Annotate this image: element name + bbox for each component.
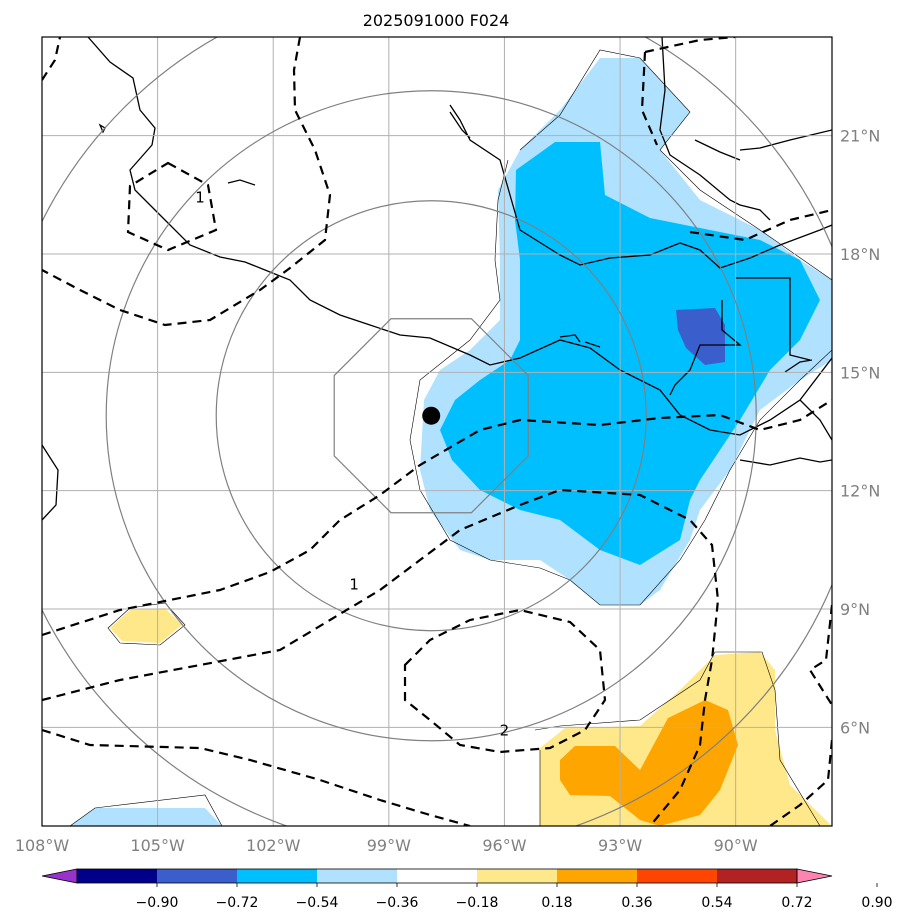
map-frame	[41, 36, 833, 827]
range-ring-0	[333, 318, 529, 514]
range-rings	[42, 37, 832, 826]
colorbar-swatch-2	[237, 869, 317, 883]
latitude-labels: 6°N 9°N 12°N 15°N 18°N 21°N	[840, 127, 880, 738]
lon-tick-label-1: 105°W	[130, 836, 185, 855]
contour-labels: 1 1 2	[195, 189, 509, 740]
figure-title: 2025091000 F024	[363, 11, 510, 30]
lon-tick-label-3: 99°W	[367, 836, 411, 855]
colorbar-swatch-3	[317, 869, 397, 883]
colorbar-swatch-1	[157, 869, 237, 883]
fill-sky-blue	[440, 142, 820, 565]
colorbar-tick-label-3: −0.36	[376, 895, 419, 911]
colorbar-tick-label-4: −0.18	[456, 895, 499, 911]
colorbar-tick-label-5: 0.18	[541, 895, 572, 911]
colorbar-tick-label-8: 0.72	[781, 895, 812, 911]
colorbar-tick-label-1: −0.72	[216, 895, 259, 911]
fill-orange	[560, 700, 738, 826]
colorbar-swatch-6	[557, 869, 637, 883]
colorbar: −0.90 −0.72 −0.54 −0.36 −0.18 0.18 0.36 0.54 0.7…	[41, 868, 893, 911]
contour-label-2: 2	[500, 721, 510, 739]
lon-tick-label-0: 108°W	[15, 836, 70, 855]
fill-royal-blue	[676, 308, 725, 365]
lon-tick-label-2: 102°W	[246, 836, 301, 855]
lat-tick-label-5: 21°N	[840, 127, 880, 146]
colorbar-swatch-8	[717, 869, 797, 883]
storm-center-marker	[422, 406, 441, 425]
coastlines	[42, 37, 832, 521]
lat-tick-label-4: 18°N	[840, 245, 880, 264]
colorbar-swatch-4	[397, 869, 477, 883]
colorbar-extend-high	[796, 868, 833, 884]
range-ring-2	[105, 90, 757, 742]
range-ring-1	[215, 200, 647, 632]
lat-tick-label-2: 12°N	[840, 482, 880, 501]
colorbar-swatch-5	[477, 869, 557, 883]
fill-yellow-west	[110, 608, 182, 643]
colorbar-tick-label-6: 0.36	[621, 895, 652, 911]
contour-label-0: 1	[195, 189, 205, 207]
lon-tick-label-5: 93°W	[598, 836, 642, 855]
fill-light-blue-southwest	[70, 808, 222, 826]
colorbar-tick-label-2: −0.54	[296, 895, 339, 911]
lat-tick-label-3: 15°N	[840, 363, 880, 382]
lon-tick-label-6: 90°W	[714, 836, 758, 855]
lat-tick-label-1: 9°N	[840, 600, 870, 619]
colorbar-swatch-0	[77, 869, 157, 883]
gridlines	[42, 37, 832, 826]
colorbar-tick-label-0: −0.90	[136, 895, 179, 911]
longitude-labels: 108°W 105°W 102°W 99°W 96°W 93°W 90°W	[15, 836, 758, 855]
dashed-contours	[42, 37, 832, 826]
lat-tick-label-0: 6°N	[840, 718, 870, 737]
map-area: 1 1 2	[42, 37, 832, 826]
colorbar-swatch-7	[637, 869, 717, 883]
colorbar-outline	[76, 868, 798, 884]
lon-tick-label-4: 96°W	[482, 836, 526, 855]
colorbar-tick-label-9: 0.90	[861, 895, 892, 911]
contour-label-1: 1	[349, 575, 359, 593]
colorbar-tick-label-7: 0.54	[701, 895, 732, 911]
colorbar-extend-low	[41, 868, 78, 884]
